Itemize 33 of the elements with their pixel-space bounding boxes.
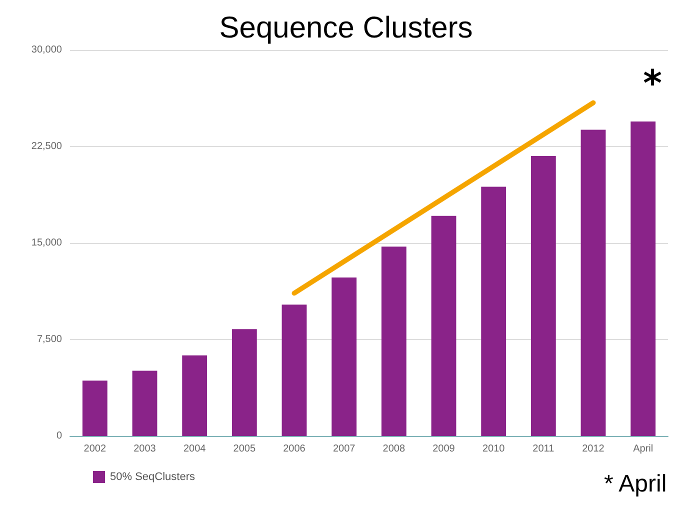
- annotation: *: [643, 64, 662, 104]
- bar: [182, 355, 208, 436]
- y-tick-label: 22,500: [31, 141, 62, 152]
- bar: [481, 186, 506, 436]
- x-tick-label: 2003: [134, 444, 156, 454]
- x-tick-label: 2012: [582, 444, 605, 454]
- bar: [332, 277, 357, 436]
- x-tick-label: 2006: [283, 444, 306, 454]
- bar: [82, 380, 108, 436]
- x-tick-label: 2004: [183, 444, 206, 454]
- x-tick-label: 2005: [233, 444, 256, 454]
- bar: [630, 122, 656, 436]
- bar: [530, 156, 556, 436]
- x-tick-label: 2009: [432, 444, 456, 454]
- bar: [132, 370, 158, 436]
- bar: [232, 329, 257, 436]
- bar: [580, 130, 606, 436]
- x-tick-label: 2002: [84, 444, 106, 454]
- y-tick-label: 7,500: [36, 334, 62, 345]
- x-tick-label: 2007: [332, 444, 356, 454]
- bar: [282, 304, 307, 436]
- x-tick-label: April: [633, 444, 654, 454]
- chart-title: Sequence Clusters: [219, 12, 473, 44]
- legend-label: 50% SeqClusters: [110, 471, 196, 483]
- text: * April: [604, 470, 667, 498]
- bar: [381, 246, 406, 436]
- x-tick-label: 2011: [532, 444, 555, 454]
- bar: [431, 216, 456, 436]
- x-tick-label: 2010: [482, 444, 506, 454]
- y-tick-label: 30,000: [31, 44, 62, 56]
- y-tick-label: 15,000: [31, 238, 62, 248]
- x-tick-label: 2008: [382, 444, 406, 454]
- y-tick-label: 0: [56, 430, 62, 442]
